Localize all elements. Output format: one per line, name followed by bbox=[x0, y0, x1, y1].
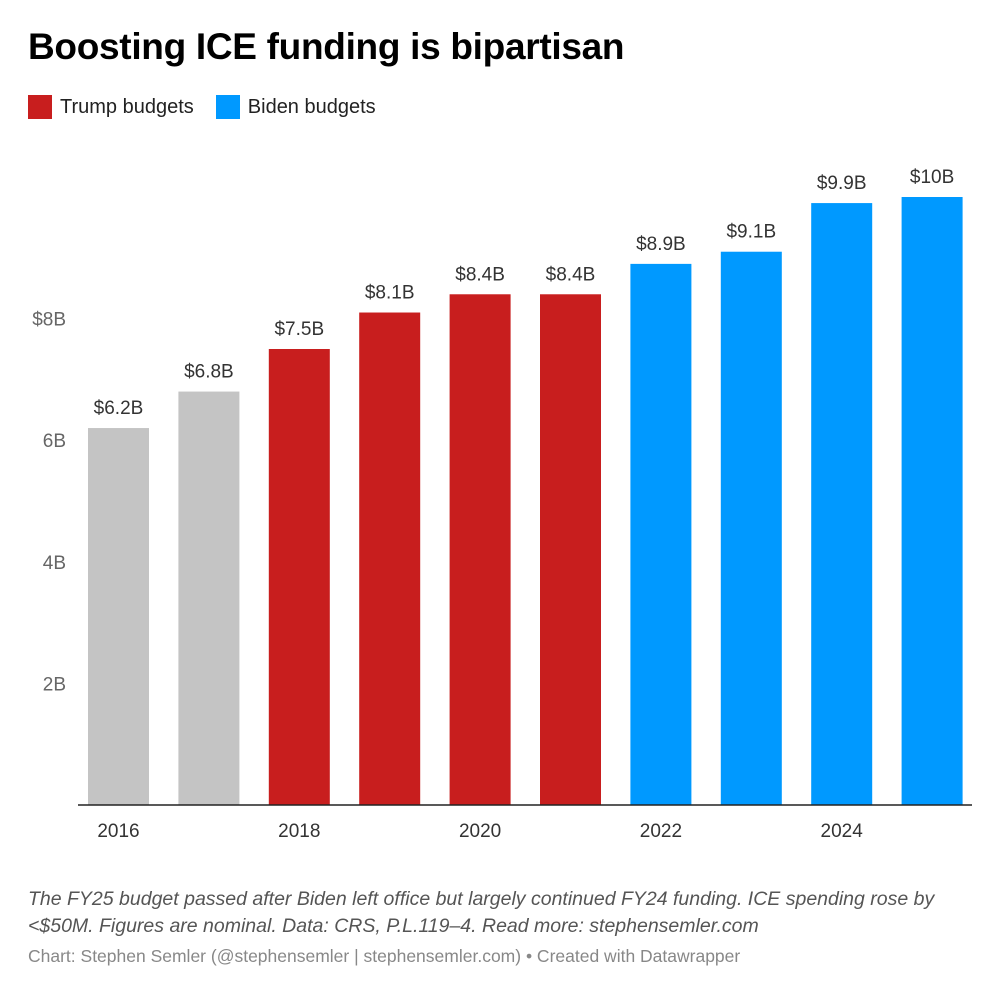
bar-2019 bbox=[359, 312, 421, 805]
x-tick-label: 2024 bbox=[821, 821, 864, 842]
data-label: $8.1B bbox=[365, 283, 415, 304]
data-label: $7.5B bbox=[274, 319, 324, 340]
legend-swatch-biden bbox=[215, 95, 240, 119]
chart-credit: Chart: Stephen Semler (@stephensemler | … bbox=[28, 946, 741, 966]
data-label: $8.4B bbox=[546, 264, 596, 285]
legend: Trump budgets Biden budgets bbox=[28, 95, 376, 119]
y-tick-label: $8B bbox=[32, 310, 66, 331]
data-label: $10B bbox=[910, 167, 954, 188]
bar-2023 bbox=[720, 251, 782, 806]
legend-label-trump: Trump budgets bbox=[60, 95, 194, 118]
legend-item-biden: Biden budgets bbox=[215, 95, 376, 119]
x-tick-label: 2018 bbox=[278, 821, 320, 842]
bar-2017 bbox=[178, 391, 240, 805]
bar-2020 bbox=[449, 294, 511, 805]
data-label: $8.9B bbox=[636, 234, 686, 255]
data-label: $6.8B bbox=[184, 362, 234, 383]
y-tick-label: 6B bbox=[43, 431, 66, 452]
bar-2025 bbox=[901, 197, 963, 805]
x-tick-label: 2016 bbox=[97, 821, 139, 842]
data-label: $9.9B bbox=[817, 173, 867, 194]
y-tick-label: 2B bbox=[43, 674, 66, 695]
y-tick-label: 4B bbox=[43, 553, 66, 574]
legend-label-biden: Biden budgets bbox=[247, 95, 376, 118]
legend-swatch-trump bbox=[28, 95, 52, 119]
bar-2022 bbox=[630, 263, 692, 805]
data-label: $9.1B bbox=[726, 222, 776, 243]
data-label: $6.2B bbox=[94, 398, 144, 419]
x-tick-label: 2022 bbox=[640, 821, 682, 842]
legend-item-trump: Trump budgets bbox=[28, 95, 194, 119]
chart-note: The FY25 budget passed after Biden left … bbox=[28, 888, 935, 937]
bar-2016 bbox=[88, 428, 149, 805]
bar-2021 bbox=[540, 294, 601, 805]
bar-2018 bbox=[268, 349, 330, 805]
bar-2024 bbox=[811, 203, 873, 805]
x-tick-label: 2020 bbox=[459, 821, 501, 842]
chart-title: Boosting ICE funding is bipartisan bbox=[28, 26, 625, 67]
data-label: $8.4B bbox=[455, 264, 505, 285]
